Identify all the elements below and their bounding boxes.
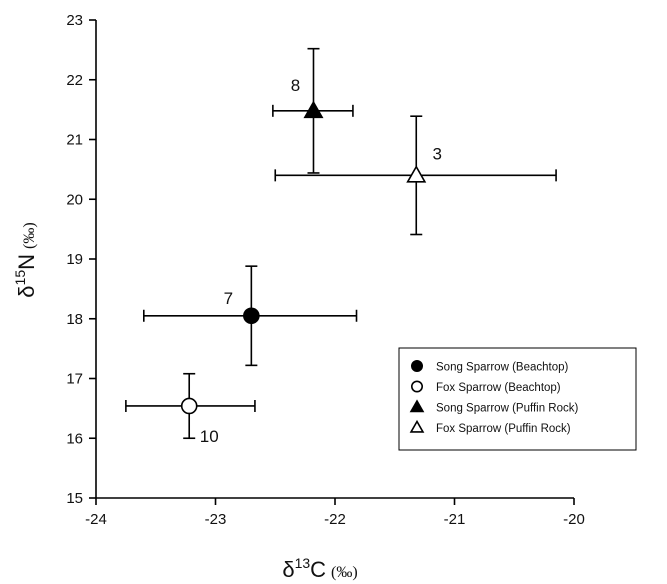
legend-entry: Fox Sparrow (Beachtop): [436, 382, 561, 394]
data-point: [406, 165, 427, 183]
sample-size-label: 3: [433, 144, 442, 163]
data-point: [243, 307, 260, 325]
y-tick-label: 21: [66, 132, 83, 149]
legend-box: [398, 347, 637, 451]
y-tick-label: 15: [66, 490, 83, 507]
x-axis-title: δ13C (‰): [282, 555, 357, 582]
sample-size-label: 10: [200, 427, 219, 446]
x-tick-label: -24: [85, 511, 107, 528]
y-axis-title: δ15N(‰): [12, 222, 39, 297]
legend-entry: Fox Sparrow (Puffin Rock): [436, 423, 571, 435]
y-tick-label: 19: [66, 251, 83, 268]
x-tick-label: -20: [563, 511, 585, 528]
data-marks: 7 10 8 3: [125, 47, 557, 446]
y-tick-label: 23: [66, 12, 83, 29]
legend-marker: [410, 380, 423, 393]
y-tick-label: 22: [66, 72, 83, 89]
data-point-group: 10: [125, 372, 256, 446]
legend-marker: [409, 419, 425, 433]
axes: -24 -23 -22 -21 -20 15 16 17 18 19 20 21 22 23: [66, 12, 585, 528]
legend: Song Sparrow (Beachtop) Fox Sparrow (Beac…: [398, 347, 637, 451]
x-tick-label: -22: [324, 511, 346, 528]
data-point-group: 8: [272, 47, 354, 174]
legend-entry: Song Sparrow (Puffin Rock): [436, 403, 578, 415]
sample-size-label: 8: [291, 76, 300, 95]
y-tick-label: 18: [66, 311, 83, 328]
x-tick-label: -23: [205, 511, 227, 528]
x-tick-label: -21: [444, 511, 466, 528]
legend-marker: [409, 399, 425, 413]
data-point-group: 7: [143, 265, 358, 367]
y-tick-label: 20: [66, 191, 83, 208]
legend-marker: [410, 359, 423, 372]
y-tick-label: 16: [66, 430, 83, 447]
sample-size-label: 7: [224, 289, 233, 308]
data-point-group: 3: [274, 115, 557, 236]
data-point: [303, 100, 324, 119]
y-tick-label: 17: [66, 371, 83, 388]
data-point: [180, 397, 198, 415]
legend-entry: Song Sparrow (Beachtop): [436, 362, 568, 374]
